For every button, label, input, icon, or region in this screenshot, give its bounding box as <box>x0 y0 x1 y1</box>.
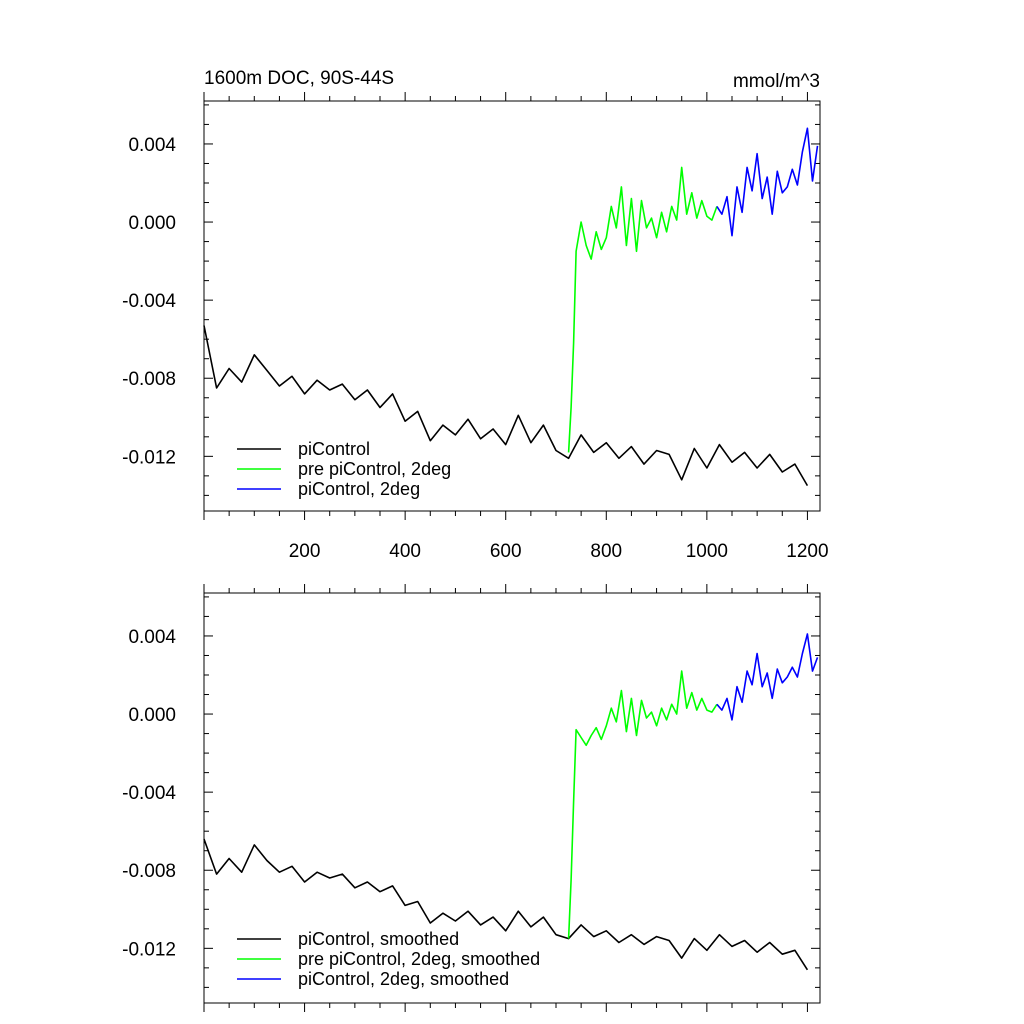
top-y-tick-label: -0.012 <box>122 447 176 468</box>
bottom-y-tick-label: 0.000 <box>128 705 176 726</box>
bottom-y-tick-label: -0.012 <box>122 939 176 960</box>
bottom-y-tick-label: -0.008 <box>122 861 176 882</box>
top-legend-label-1: piControl <box>298 439 370 459</box>
top-x-tick-label: 1000 <box>686 541 728 562</box>
top-series-line-2 <box>567 166 718 453</box>
bottom-legend-label-3: piControl, 2deg, smoothed <box>298 969 509 989</box>
top-plot-frame <box>203 100 821 512</box>
top-y-tick-label: 0.004 <box>128 135 176 156</box>
top-y-tick-label: -0.004 <box>122 291 176 312</box>
top-legend-label-3: piControl, 2deg <box>298 479 420 499</box>
top-series-layer <box>203 127 819 487</box>
bottom-y-tick-label: -0.004 <box>122 783 176 804</box>
top-x-tick-label: 400 <box>389 541 421 562</box>
top-panel: 1600m DOC, 90S-44S mmol/m^3 200 400 600 800… <box>122 68 828 562</box>
bottom-series-line-3 <box>716 633 819 721</box>
top-y-tick-label: -0.008 <box>122 369 176 390</box>
top-x-tick-label: 800 <box>590 541 622 562</box>
top-x-tick-label: 200 <box>289 541 321 562</box>
top-legend-label-2: pre piControl, 2deg <box>298 459 451 479</box>
bottom-panel: 0.004 0.000 -0.004 -0.008 -0.012 piControl, … <box>122 584 821 1012</box>
top-panel-units: mmol/m^3 <box>733 71 820 92</box>
top-y-tick-label: 0.000 <box>128 213 176 234</box>
top-series-line-1 <box>203 325 809 487</box>
bottom-ticks: 0.004 0.000 -0.004 -0.008 -0.012 <box>122 584 820 1012</box>
top-series-line-3 <box>716 127 819 237</box>
bottom-series-line-1 <box>203 838 809 971</box>
bottom-legend-label-1: piControl, smoothed <box>298 929 459 949</box>
bottom-series-layer <box>203 633 819 971</box>
top-ticks: 200 400 600 800 1000 1200 0.004 0.000 -0.004 -0.0… <box>122 92 829 562</box>
bottom-legend-label-2: pre piControl, 2deg, smoothed <box>298 949 540 969</box>
bottom-series-line-2 <box>567 670 718 939</box>
bottom-plot-frame <box>203 592 821 1004</box>
top-x-tick-label: 600 <box>490 541 522 562</box>
top-panel-title: 1600m DOC, 90S-44S <box>204 68 394 89</box>
top-x-tick-label: 1200 <box>786 541 828 562</box>
bottom-y-tick-label: 0.004 <box>128 627 176 648</box>
